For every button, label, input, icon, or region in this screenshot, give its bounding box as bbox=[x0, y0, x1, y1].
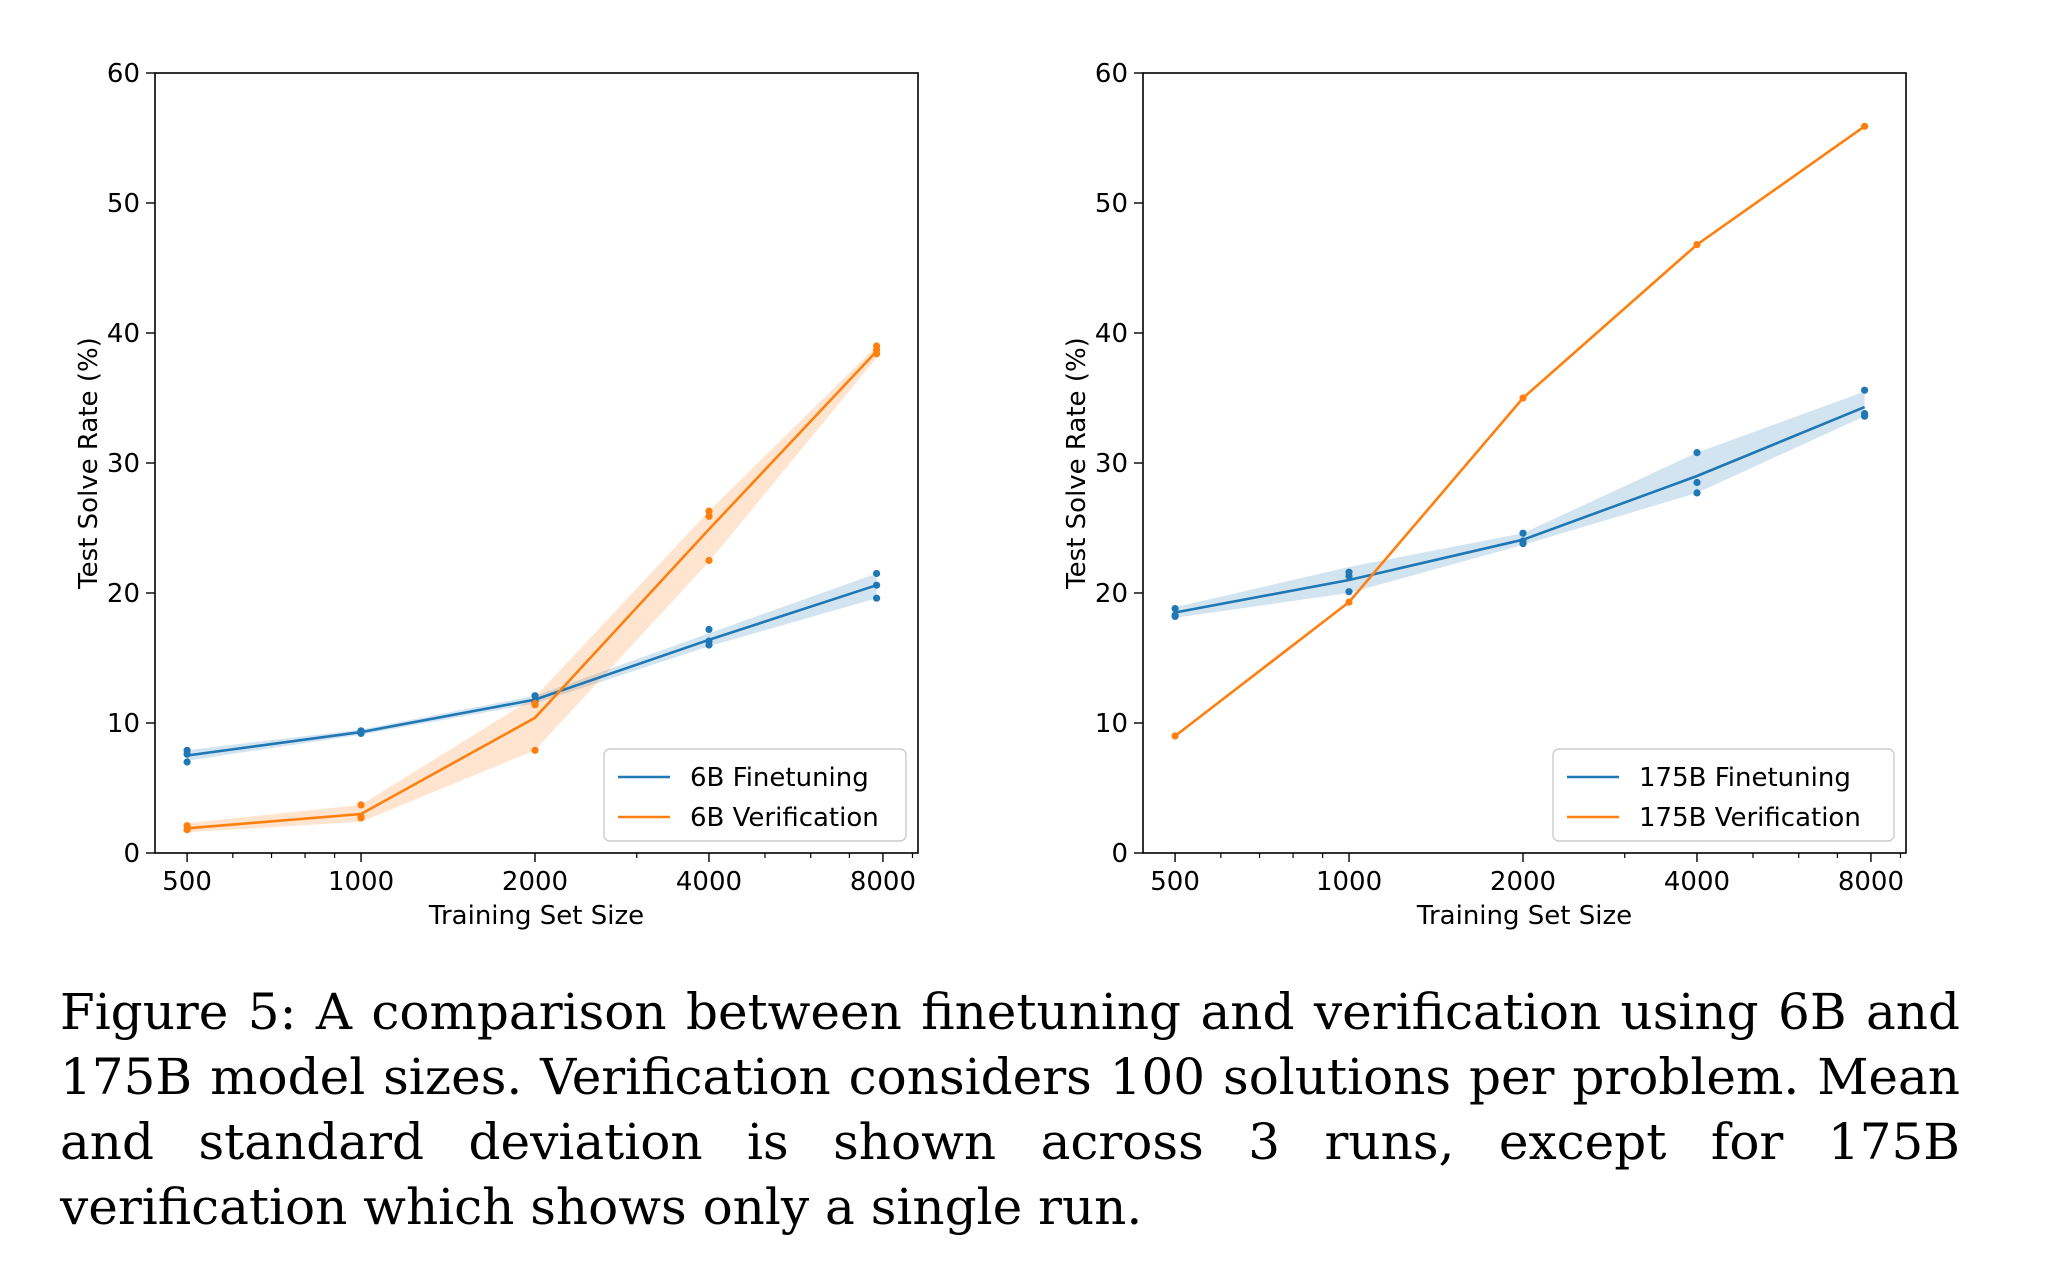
x-axis-label: Training Set Size bbox=[1416, 901, 1632, 931]
x-tick-label: 500 bbox=[162, 867, 212, 897]
data-point bbox=[1861, 412, 1869, 420]
data-point bbox=[531, 692, 539, 700]
y-tick-label: 60 bbox=[1095, 59, 1128, 89]
series-line-2 bbox=[186, 350, 878, 830]
data-point bbox=[1171, 732, 1179, 740]
legend-box bbox=[1552, 748, 1895, 842]
figure-charts: 500 1000 2000 4000 80000102030405060Training… bbox=[74, 59, 1907, 931]
data-point bbox=[1693, 241, 1701, 249]
series-band-2 bbox=[187, 346, 877, 833]
y-tick-label: 20 bbox=[107, 579, 140, 609]
data-point bbox=[705, 512, 713, 520]
data-point bbox=[1519, 529, 1527, 537]
y-tick-label: 0 bbox=[1111, 839, 1128, 869]
data-point bbox=[1345, 572, 1353, 580]
data-point bbox=[357, 814, 365, 822]
chart-panel-2: 500 1000 2000 4000 8000 0 10 20 30 40 50 60 Training… bbox=[1062, 59, 1907, 931]
y-tick-label: 30 bbox=[1095, 449, 1128, 479]
legend-label: 6B Finetuning bbox=[690, 763, 869, 793]
y-tick-label: 0 bbox=[123, 839, 140, 869]
data-point bbox=[1519, 394, 1527, 402]
figure-caption: Figure 5: A comparison between finetunin… bbox=[60, 983, 1960, 1236]
y-axis-label: Test Solve Rate (%) bbox=[1062, 337, 1092, 590]
x-axis-label: Training Set Size bbox=[428, 901, 644, 931]
plot-frame bbox=[1142, 72, 1907, 854]
data-point bbox=[183, 750, 191, 758]
legend-label: 175B Finetuning bbox=[1639, 763, 1851, 793]
data-point bbox=[705, 625, 713, 634]
y-tick-label: 60 bbox=[107, 59, 140, 89]
series-band-1 bbox=[1175, 391, 1865, 618]
x-tick-label: 2000 bbox=[1490, 867, 1556, 897]
y-tick-label: 50 bbox=[1095, 189, 1128, 219]
data-point bbox=[183, 826, 191, 834]
y-tick-label: 10 bbox=[107, 709, 140, 739]
y-tick-label: 40 bbox=[107, 319, 140, 349]
data-point bbox=[705, 507, 713, 515]
data-point bbox=[873, 569, 881, 578]
data-point bbox=[873, 594, 881, 602]
data-point bbox=[531, 746, 539, 754]
x-tick-label: 4000 bbox=[676, 867, 742, 897]
chart-panel-1: 500 1000 2000 4000 8000 0 10 20 30 40 50 60 Training… bbox=[74, 59, 919, 931]
data-point bbox=[705, 641, 713, 649]
data-point bbox=[1693, 489, 1701, 497]
data-point bbox=[1519, 540, 1527, 548]
x-tick-label: 500 bbox=[1150, 867, 1200, 897]
y-tick-label: 40 bbox=[1095, 319, 1128, 349]
x-tick-label: 4000 bbox=[1664, 867, 1730, 897]
data-point bbox=[1693, 478, 1701, 487]
data-point bbox=[1693, 449, 1701, 457]
legend-label: 175B Verification bbox=[1639, 803, 1861, 833]
data-point bbox=[873, 581, 881, 589]
data-point bbox=[1345, 598, 1353, 606]
legend: 6B Finetuning 6B Verification bbox=[603, 748, 907, 842]
legend: 175B Finetuning 175B Verification bbox=[1552, 748, 1895, 842]
legend-box bbox=[603, 748, 907, 842]
data-point bbox=[1171, 605, 1179, 613]
x-tick-label: 8000 bbox=[850, 867, 916, 897]
data-point bbox=[1345, 588, 1353, 596]
y-tick-label: 10 bbox=[1095, 709, 1128, 739]
x-tick-label: 2000 bbox=[502, 867, 568, 897]
data-point bbox=[1171, 612, 1179, 621]
data-point bbox=[357, 729, 365, 738]
x-tick-label: 1000 bbox=[328, 867, 394, 897]
data-point bbox=[183, 758, 191, 766]
x-tick-label: 8000 bbox=[1838, 867, 1904, 897]
y-axis-label: Test Solve Rate (%) bbox=[74, 337, 104, 590]
legend-label: 6B Verification bbox=[690, 803, 879, 833]
data-point bbox=[705, 556, 713, 565]
y-tick-label: 20 bbox=[1095, 579, 1128, 609]
data-point bbox=[1861, 386, 1869, 394]
data-point bbox=[873, 350, 881, 358]
data-point bbox=[357, 801, 365, 809]
y-tick-label: 30 bbox=[107, 449, 140, 479]
x-tick-label: 1000 bbox=[1316, 867, 1382, 897]
y-tick-label: 50 bbox=[107, 189, 140, 219]
data-point bbox=[531, 701, 539, 709]
data-point bbox=[1861, 122, 1869, 130]
